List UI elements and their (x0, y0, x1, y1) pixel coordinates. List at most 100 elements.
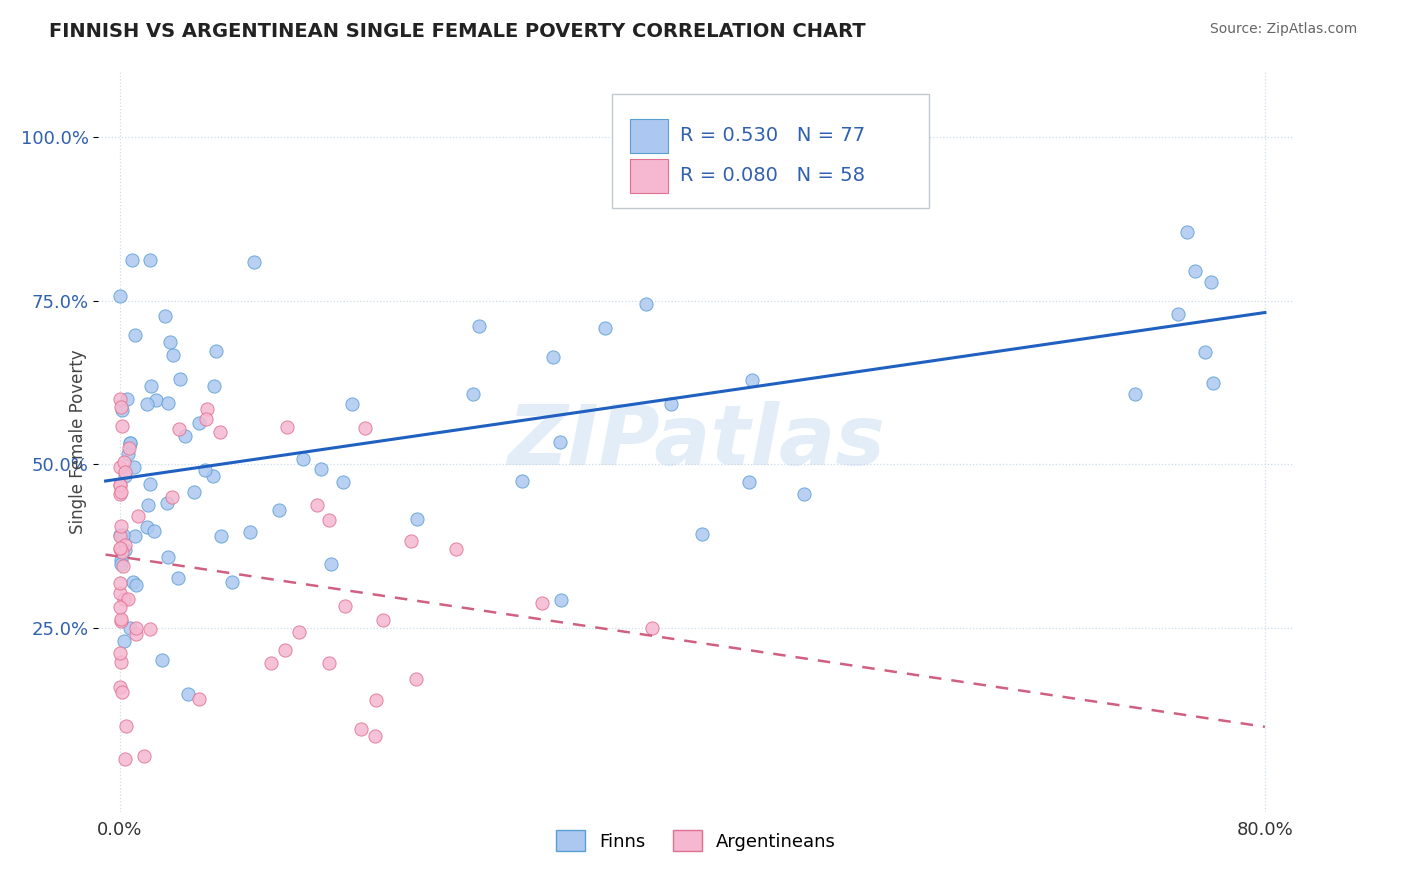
Point (138, 622, 160, 636)
Point (332, 475, 354, 489)
Point (446, 541, 468, 556)
Point (110, 646, 132, 660)
Point (125, 578, 148, 592)
Point (1123, 386, 1146, 401)
Point (110, 552, 132, 566)
Point (593, 321, 616, 335)
Point (174, 429, 197, 443)
Point (188, 691, 211, 706)
Point (110, 614, 132, 628)
Point (159, 334, 181, 349)
Point (243, 255, 266, 269)
Point (741, 373, 763, 387)
Point (1184, 264, 1206, 278)
Point (111, 403, 134, 417)
Point (690, 526, 713, 541)
Point (276, 420, 298, 434)
Point (112, 633, 135, 648)
Point (132, 749, 155, 764)
Point (548, 434, 571, 449)
Point (108, 528, 131, 542)
Point (318, 657, 340, 671)
Point (333, 599, 356, 613)
Point (354, 421, 377, 435)
Point (1201, 275, 1223, 289)
Point (114, 469, 136, 483)
Point (110, 484, 132, 499)
Point (110, 557, 132, 571)
Point (111, 545, 134, 559)
Point (124, 328, 146, 343)
Point (169, 372, 191, 386)
Point (1202, 376, 1225, 391)
Point (135, 397, 157, 411)
Point (195, 401, 218, 416)
Point (274, 642, 297, 657)
Point (463, 387, 485, 401)
Point (832, 129, 855, 144)
Point (305, 498, 328, 512)
Point (111, 685, 134, 699)
Point (309, 462, 332, 476)
FancyBboxPatch shape (630, 159, 668, 193)
Point (114, 719, 136, 733)
Point (108, 478, 131, 492)
Point (122, 459, 145, 474)
Point (114, 465, 136, 479)
Point (1194, 345, 1216, 359)
FancyBboxPatch shape (613, 94, 929, 209)
Text: FINNISH VS ARGENTINEAN SINGLE FEMALE POVERTY CORRELATION CHART: FINNISH VS ARGENTINEAN SINGLE FEMALE POV… (49, 22, 866, 41)
Point (114, 538, 136, 552)
Point (111, 528, 134, 542)
Point (112, 592, 135, 607)
Point (371, 613, 394, 627)
Point (167, 422, 190, 436)
Text: R = 0.080   N = 58: R = 0.080 N = 58 (681, 166, 866, 186)
Point (124, 529, 146, 543)
Point (145, 393, 167, 408)
Point (541, 350, 564, 364)
Point (110, 612, 132, 626)
Point (530, 595, 553, 609)
Point (405, 512, 427, 526)
Point (108, 541, 131, 556)
Point (108, 576, 131, 591)
Point (510, 474, 533, 488)
Point (340, 397, 363, 411)
Point (121, 252, 143, 267)
Point (110, 656, 132, 670)
Point (288, 624, 311, 639)
Point (117, 447, 139, 461)
Point (111, 559, 134, 574)
Point (115, 392, 138, 407)
Point (114, 543, 136, 558)
Y-axis label: Single Female Poverty: Single Female Poverty (69, 350, 87, 533)
Point (110, 518, 132, 533)
Point (136, 498, 159, 512)
Point (110, 528, 132, 542)
Text: R = 0.530   N = 77: R = 0.530 N = 77 (681, 127, 866, 145)
Point (659, 397, 682, 411)
Point (156, 496, 179, 510)
Point (155, 309, 177, 323)
Point (1175, 225, 1198, 239)
Point (118, 442, 141, 456)
Point (122, 575, 145, 590)
Point (1167, 307, 1189, 321)
Point (114, 752, 136, 766)
Point (468, 318, 491, 333)
Text: Source: ZipAtlas.com: Source: ZipAtlas.com (1209, 22, 1357, 37)
Point (188, 416, 211, 430)
Point (139, 253, 162, 268)
FancyBboxPatch shape (630, 119, 668, 153)
Point (139, 378, 162, 392)
Point (204, 344, 226, 359)
Point (239, 524, 262, 539)
Point (350, 722, 373, 736)
Point (209, 529, 232, 543)
Text: ZIPatlas: ZIPatlas (508, 401, 884, 482)
Point (120, 436, 142, 450)
Point (318, 513, 340, 527)
Point (117, 591, 139, 606)
Point (111, 419, 134, 434)
